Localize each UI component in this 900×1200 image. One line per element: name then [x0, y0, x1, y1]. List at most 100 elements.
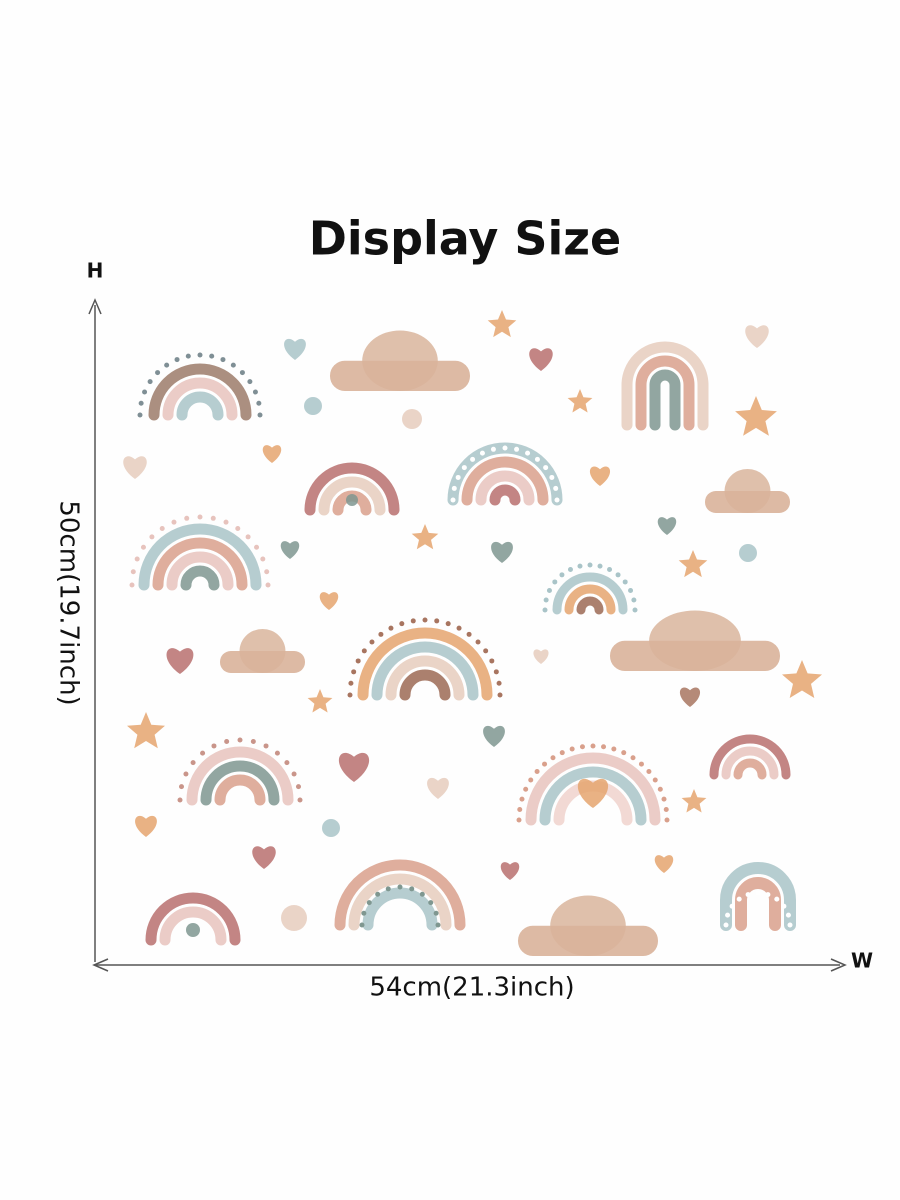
- title: Display Size: [309, 212, 622, 266]
- star: [127, 712, 165, 749]
- rainbow-dot: [211, 743, 217, 749]
- rainbow-dot: [577, 563, 583, 569]
- rainbow-dot: [615, 572, 621, 578]
- heart: [654, 855, 674, 873]
- rainbow-dot: [523, 786, 529, 792]
- rainbow-band: [159, 906, 227, 946]
- rainbow-dot: [516, 817, 522, 823]
- rainbow-dot: [230, 362, 236, 368]
- rainbow-band: [180, 565, 220, 591]
- rainbow-band: [334, 859, 466, 931]
- cloud: [220, 651, 305, 673]
- heart: [280, 541, 300, 559]
- heart: [491, 541, 513, 563]
- rainbow-dot: [155, 370, 161, 376]
- rainbow-dot: [652, 777, 658, 783]
- rainbow-dot: [295, 784, 301, 790]
- height-label: 50cm(19.7inch): [54, 500, 84, 705]
- rainbow-band: [552, 572, 628, 615]
- rainbow-band: [721, 746, 779, 780]
- rainbow-band: [720, 862, 796, 931]
- rainbow-dot: [361, 648, 367, 654]
- rainbow-dot: [638, 761, 644, 767]
- rainbow-band: [304, 462, 400, 516]
- rainbow-dot: [129, 582, 135, 588]
- rainbow-dot: [559, 572, 565, 578]
- rainbow-dot: [542, 607, 548, 613]
- rainbow-band: [525, 752, 661, 826]
- rainbow-dot: [265, 582, 271, 588]
- rainbow-band: [489, 484, 521, 506]
- rainbow-dot: [130, 569, 136, 575]
- rainbow-dot: [263, 743, 269, 749]
- rainbow-dot: [274, 750, 280, 756]
- rainbow-band: [357, 627, 493, 701]
- heart: [500, 862, 520, 880]
- rainbow-dot: [140, 544, 146, 550]
- heart: [745, 325, 769, 348]
- rainbow-dot: [142, 389, 148, 395]
- rainbow-dot: [177, 797, 183, 803]
- rainbow-band: [399, 669, 451, 701]
- rainbow-band: [348, 873, 452, 931]
- star: [678, 550, 708, 578]
- rainbow-band: [539, 766, 647, 826]
- cloud: [330, 360, 470, 391]
- rainbow-dot: [657, 786, 663, 792]
- rainbow-dot: [409, 886, 415, 892]
- rainbow-dot: [479, 450, 485, 456]
- rainbow-dot: [419, 891, 425, 897]
- rainbow-dot: [661, 796, 667, 802]
- dot: [322, 819, 340, 837]
- rainbow-dot: [385, 886, 391, 892]
- rainbow-dot: [355, 658, 361, 664]
- rainbow-dot: [397, 884, 403, 890]
- rainbow-band: [385, 655, 465, 701]
- rainbow-dot: [245, 534, 251, 540]
- rainbow-dot: [359, 922, 365, 928]
- rainbow-band: [162, 377, 238, 421]
- rainbow-dot: [291, 771, 297, 777]
- decals: [123, 310, 822, 956]
- rainbow-dot: [579, 744, 585, 750]
- rainbow-band: [733, 758, 767, 780]
- dot: [281, 905, 307, 931]
- rainbow-dot: [185, 353, 191, 359]
- heart: [262, 445, 282, 463]
- heart: [679, 687, 701, 707]
- cloud: [518, 925, 658, 956]
- rainbow-dot: [456, 625, 462, 631]
- rainbow-dot: [517, 806, 523, 812]
- dot: [186, 923, 200, 937]
- rainbow-dot: [378, 631, 384, 637]
- rainbow-dot: [514, 446, 520, 452]
- rainbow-dot: [723, 922, 729, 928]
- rainbow-dot: [493, 669, 499, 675]
- width-axis-label: W: [851, 949, 873, 973]
- rainbow-dot: [552, 579, 558, 585]
- width-label: 54cm(21.3inch): [369, 973, 574, 1003]
- heart: [427, 777, 449, 799]
- rainbow-dot: [755, 890, 761, 896]
- rainbow-dot: [260, 556, 266, 562]
- rainbow-band: [318, 476, 386, 516]
- rainbow-dot: [435, 922, 441, 928]
- rainbow-dot: [164, 362, 170, 368]
- rainbow-band: [576, 596, 604, 615]
- heart: [529, 348, 553, 371]
- rainbow-band: [145, 892, 241, 946]
- rainbow-dot: [179, 784, 185, 790]
- rainbow-dot: [785, 912, 791, 918]
- height-arrowhead: [88, 298, 102, 315]
- rainbow-dot: [284, 760, 290, 766]
- heart: [319, 592, 339, 610]
- height-axis-label: H: [87, 259, 104, 283]
- rainbow-dot: [200, 750, 206, 756]
- rainbow-dot: [519, 796, 525, 802]
- rainbow-dot: [347, 692, 353, 698]
- rainbow-dot: [549, 474, 555, 480]
- rainbow-dot: [525, 450, 531, 456]
- rainbow-dot: [543, 597, 549, 603]
- rainbow-dot: [466, 631, 472, 637]
